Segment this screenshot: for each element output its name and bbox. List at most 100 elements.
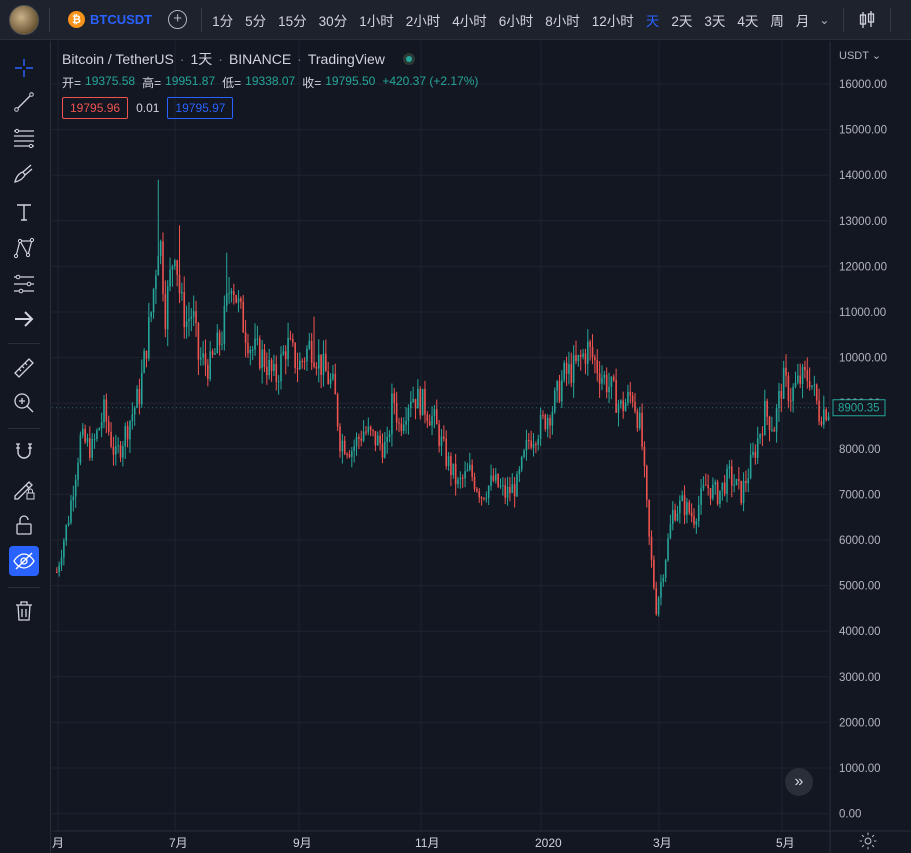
candle-body [605, 374, 608, 393]
candle-body [513, 484, 516, 497]
candle-body [565, 362, 568, 374]
forecast-icon[interactable] [9, 269, 39, 299]
interval-15[interactable]: 月 [795, 13, 810, 29]
legend-symbol[interactable]: Bitcoin / TetherUS [62, 51, 174, 67]
candle-body [615, 380, 617, 413]
magnet-icon[interactable] [9, 437, 39, 467]
candle-body [103, 399, 105, 423]
candle-body [667, 538, 669, 561]
interval-11[interactable]: 2天 [671, 13, 693, 29]
candle-body [166, 286, 169, 330]
candle-body [742, 480, 745, 504]
add-compare-button[interactable]: + [168, 10, 188, 29]
candle-body [570, 364, 573, 383]
pattern-icon[interactable] [9, 233, 39, 263]
candle-body [785, 367, 787, 376]
candle-body [107, 421, 110, 432]
candle-body [235, 295, 237, 303]
price-chart[interactable]: 16000.00 15000.00 14000.00 13000.00 12000.00… [52, 41, 911, 853]
candle-body [705, 484, 707, 486]
chevron-down-icon[interactable]: ⌄ [819, 12, 830, 27]
candlestick-icon[interactable] [856, 9, 878, 31]
candle-body [384, 441, 386, 458]
currency-selector[interactable]: USDT ⌄ [839, 49, 881, 62]
interval-7[interactable]: 6小时 [498, 13, 534, 29]
gear-icon[interactable] [858, 831, 878, 851]
candle-body [197, 323, 200, 360]
candle-body [646, 465, 648, 500]
interval-6[interactable]: 4小时 [452, 13, 487, 29]
symbol-selector[interactable]: ₿ BTCUSDT [68, 11, 152, 28]
interval-10[interactable]: 天 [645, 13, 660, 29]
candle-body [428, 421, 431, 426]
crosshair-icon[interactable] [9, 53, 39, 83]
buy-button[interactable]: 19795.97 [167, 97, 234, 119]
candle-body [181, 292, 183, 294]
candle-body [655, 587, 658, 615]
trash-icon[interactable] [9, 596, 39, 626]
symbol-name: BTCUSDT [90, 12, 153, 27]
interval-13[interactable]: 4天 [737, 13, 759, 29]
candle-body [273, 364, 275, 371]
candle-body [258, 338, 261, 369]
high-value: 19951.87 [165, 74, 216, 88]
chart-area[interactable]: 16000.00 15000.00 14000.00 13000.00 12000.00… [52, 41, 911, 853]
candle-body [325, 353, 327, 372]
legend-interval: 1天 [190, 51, 213, 67]
brush-icon[interactable] [9, 159, 39, 189]
candle-body [67, 522, 70, 525]
candle-body [393, 393, 396, 403]
candle-body [815, 384, 818, 401]
candle-body [443, 436, 445, 439]
candle-body [341, 440, 344, 452]
arrow-icon[interactable] [9, 304, 39, 334]
candle-body [530, 440, 532, 448]
candle-body [284, 351, 287, 360]
candle-body [183, 292, 186, 328]
candle-body [591, 346, 594, 358]
interval-8[interactable]: 8小时 [545, 13, 580, 29]
fib-icon[interactable] [9, 123, 39, 153]
market-status-icon[interactable] [402, 53, 415, 65]
candle-body [131, 414, 134, 422]
hide-drawings-icon[interactable] [9, 546, 39, 576]
candle-body [469, 464, 471, 470]
interval-12[interactable]: 3天 [704, 13, 726, 29]
candle-body [110, 431, 112, 447]
candle-body [329, 378, 332, 384]
candle-body [452, 463, 455, 475]
interval-4[interactable]: 1小时 [359, 13, 394, 29]
lock-drawing-icon[interactable] [9, 474, 39, 504]
y-tick-label: 6000.00 [839, 535, 881, 547]
sell-button[interactable]: 19795.96 [62, 97, 129, 119]
interval-9[interactable]: 12小时 [591, 13, 634, 29]
interval-3[interactable]: 30分 [318, 13, 348, 29]
change-value: +420.37 (+2.17%) [382, 74, 479, 88]
candle-body [761, 434, 764, 436]
trend-line-icon[interactable] [9, 87, 39, 117]
candle-body [473, 476, 476, 489]
interval-14[interactable]: 周 [770, 13, 784, 29]
lock-icon[interactable] [9, 510, 39, 540]
scroll-to-realtime-button[interactable]: » [785, 768, 813, 796]
avatar[interactable] [9, 4, 39, 35]
text-icon[interactable] [9, 197, 39, 227]
interval-1[interactable]: 5分 [245, 13, 267, 29]
candle-body [414, 398, 417, 409]
y-tick-label: 15000.00 [839, 125, 887, 137]
candle-body [254, 338, 256, 350]
candle-body [292, 338, 294, 343]
ruler-icon[interactable] [9, 353, 39, 383]
candle-body [622, 400, 624, 412]
interval-0[interactable]: 1分 [212, 13, 234, 29]
candle-body [695, 521, 698, 525]
zoom-icon[interactable] [9, 388, 39, 418]
candle-body [789, 400, 792, 402]
candle-body [263, 349, 266, 367]
interval-2[interactable]: 15分 [278, 13, 307, 29]
y-tick-label: 16000.00 [839, 79, 887, 91]
candle-body [119, 445, 122, 458]
interval-5[interactable]: 2小时 [405, 13, 441, 29]
candle-body [379, 435, 381, 444]
currency-label: USDT [839, 50, 869, 62]
